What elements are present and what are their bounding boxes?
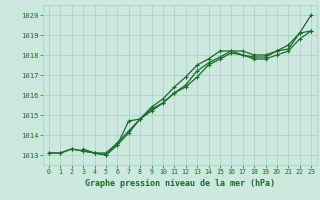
X-axis label: Graphe pression niveau de la mer (hPa): Graphe pression niveau de la mer (hPa) — [85, 179, 275, 188]
